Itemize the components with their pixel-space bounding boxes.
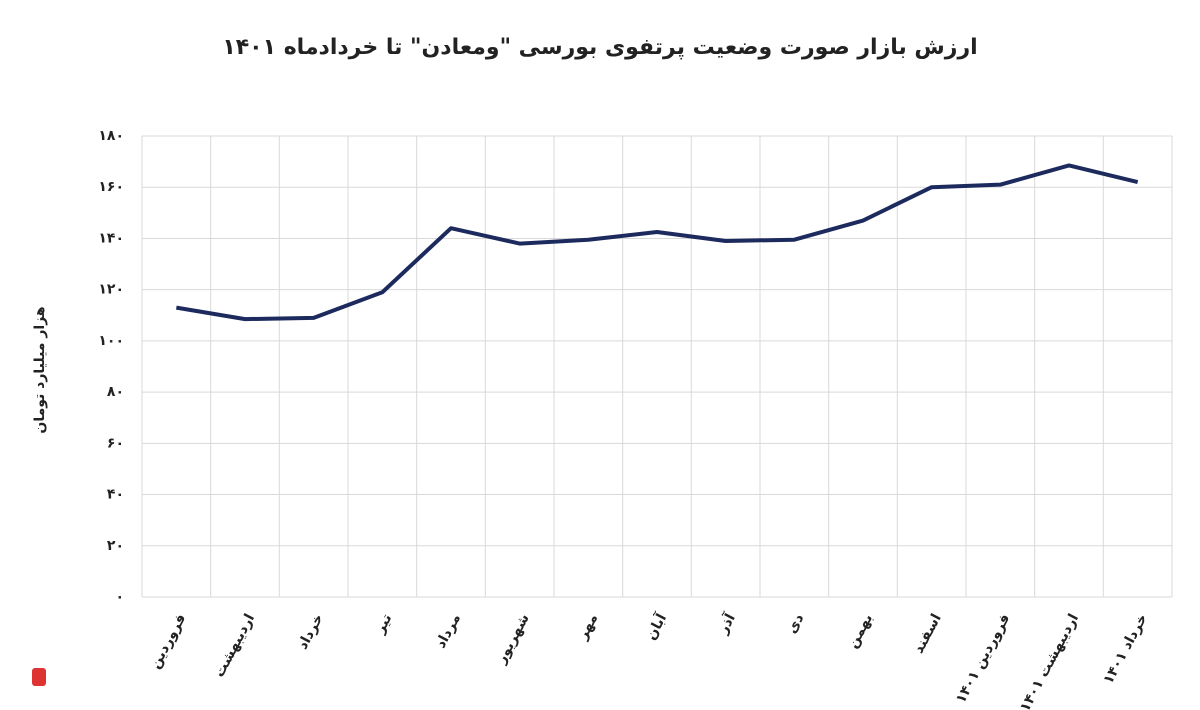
y-axis-label: هزار میلیارد تومان <box>32 306 48 433</box>
y-tick-label: ۶۰ <box>107 435 124 451</box>
logo <box>32 668 46 686</box>
y-tick-label: ۴۰ <box>107 487 124 503</box>
chart-title: ارزش بازار صورت وضعیت پرتفوی بورسی "ومعا… <box>222 35 977 60</box>
y-tick-label: ۱۲۰ <box>98 282 124 298</box>
y-tick-label: ۰ <box>115 589 124 605</box>
y-tick-label: ۱۰۰ <box>98 333 124 349</box>
y-tick-label: ۱۴۰ <box>98 230 124 246</box>
logo-mark <box>32 668 46 686</box>
y-tick-label: ۱۸۰ <box>98 128 124 144</box>
y-tick-label: ۱۶۰ <box>98 179 124 195</box>
y-tick-label: ۸۰ <box>107 384 124 400</box>
y-tick-label: ۲۰ <box>107 538 124 554</box>
data-line <box>176 163 1139 322</box>
